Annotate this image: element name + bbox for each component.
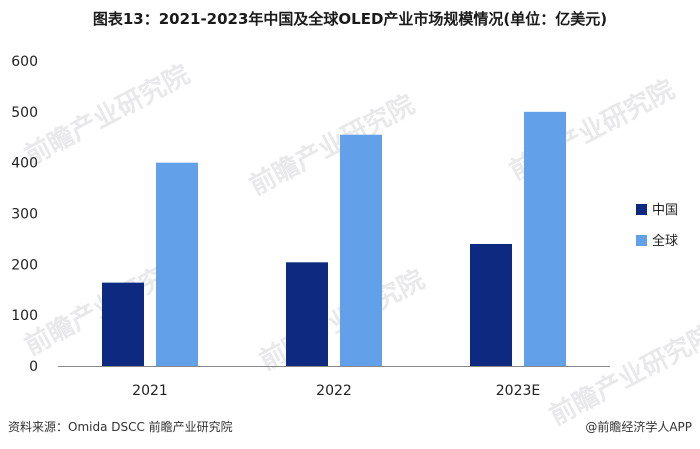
legend-label: 中国 [652,203,678,218]
legend-label: 全球 [652,233,678,249]
brand-label: @前瞻经济学人APP [585,420,692,434]
y-tick-label: 200 [11,257,38,273]
source-note: 资料来源：Omida DSCC 前瞻产业研究院 [8,420,233,434]
bar-global-2021 [156,162,198,366]
bar-global-2023E [524,111,566,366]
bar-china-2021 [102,282,144,366]
bar-china-2023E [470,244,512,366]
x-tick-label: 2022 [316,383,352,399]
y-tick-label: 300 [11,207,38,223]
y-tick-label: 0 [29,359,38,375]
y-tick-label: 500 [11,105,38,121]
legend-swatch [636,235,647,246]
chart-title: 图表13：2021-2023年中国及全球OLED产业市场规模情况(单位：亿美元) [92,10,608,28]
x-tick-label: 2023E [496,383,540,399]
bar-global-2022 [340,134,382,366]
y-tick-label: 400 [11,156,38,172]
y-tick-label: 100 [11,308,38,324]
legend-swatch [636,204,647,215]
y-tick-label: 600 [11,54,38,70]
x-tick-label: 2021 [132,383,168,399]
bar-china-2022 [286,262,328,366]
